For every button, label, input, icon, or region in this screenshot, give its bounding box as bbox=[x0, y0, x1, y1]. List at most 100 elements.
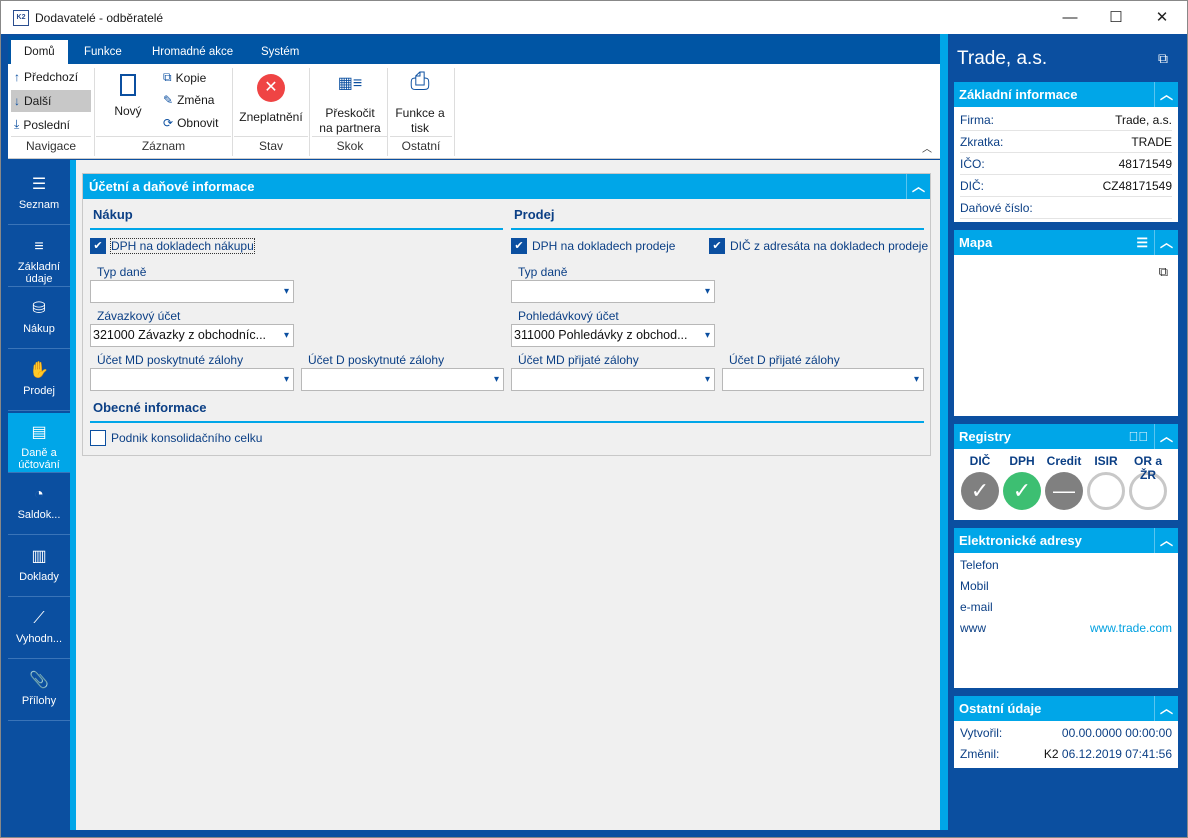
sidebar-item[interactable]: ▤ Daně a účtování bbox=[8, 413, 70, 473]
collapse-ribbon-icon[interactable]: ︿ bbox=[922, 144, 932, 155]
info-value: CZ48171549 bbox=[1102, 179, 1172, 193]
sidebar-item-label: Seznam bbox=[18, 199, 60, 211]
map-card: Mapa ☰ ︿ ⧉ bbox=[954, 230, 1178, 416]
arrow-down-icon: ↓ bbox=[14, 94, 20, 108]
registry-name: OR a ŽR bbox=[1133, 454, 1162, 482]
dropdown-icon[interactable]: ▾ bbox=[704, 286, 710, 297]
minimize-button[interactable]: — bbox=[1062, 9, 1078, 26]
invalidate-button[interactable]: ✕ Zneplatnění bbox=[236, 72, 306, 125]
collapse-icon[interactable]: ︿ bbox=[1154, 424, 1178, 449]
partner-title: Trade, a.s. bbox=[957, 48, 1048, 69]
d-advance-given-label: Účet D poskytnuté zálohy bbox=[308, 353, 445, 367]
open-external-icon[interactable]: ⧉ bbox=[1158, 50, 1168, 66]
panel-splitter[interactable] bbox=[940, 34, 948, 830]
check-registry-icon[interactable]: ✓⃝ bbox=[1128, 429, 1149, 444]
registry-item[interactable]: OR a ŽR bbox=[1128, 454, 1168, 510]
functions-print-button[interactable]: ⎙ Funkce a tisk bbox=[390, 70, 450, 136]
section-general: Obecné informace bbox=[90, 400, 924, 423]
collapse-icon[interactable]: ︿ bbox=[1154, 696, 1178, 721]
sidebar-item-label: Nákup bbox=[23, 323, 55, 335]
arrow-last-icon: ⤓ bbox=[14, 117, 20, 131]
purchase-vat-checkbox[interactable]: ✔ DPH na dokladech nákupu bbox=[90, 238, 255, 254]
md-advance-given-label: Účet MD poskytnuté zálohy bbox=[97, 353, 244, 367]
basic-info-title: Základní informace bbox=[959, 87, 1078, 102]
jump-to-partner-button[interactable]: ▦≡ Přeskočit na partnera bbox=[312, 76, 388, 136]
dropdown-icon[interactable]: ▾ bbox=[283, 374, 289, 385]
panel-title: Účetní a daňové informace ︿ bbox=[83, 174, 930, 199]
sidebar-icon: ✋ bbox=[29, 362, 49, 379]
registry-item[interactable]: ISIR bbox=[1086, 454, 1126, 510]
dropdown-icon[interactable]: ▾ bbox=[283, 286, 289, 297]
registry-status-icon bbox=[1129, 472, 1167, 510]
group-navigace: Navigace bbox=[11, 136, 91, 158]
sidebar-item[interactable]: 📎 Přílohy bbox=[8, 661, 70, 721]
dropdown-icon[interactable]: ▾ bbox=[280, 325, 289, 346]
refresh-button[interactable]: ⟳ Obnovit bbox=[163, 116, 219, 130]
collapse-icon[interactable]: ︿ bbox=[906, 174, 930, 199]
sidebar-item[interactable]: ⟋ Vyhodn... bbox=[8, 599, 70, 659]
open-map-icon[interactable]: ⧉ bbox=[1158, 264, 1168, 279]
sidebar-icon: ◔ bbox=[34, 486, 44, 503]
d-advance-received-field[interactable]: ▾ bbox=[722, 368, 924, 391]
dic-recipient-checkbox[interactable]: ✔ DIČ z adresáta na dokladech prodeje bbox=[709, 238, 928, 254]
dropdown-icon[interactable]: ▾ bbox=[701, 325, 710, 346]
collapse-icon[interactable]: ︿ bbox=[1154, 82, 1178, 107]
sidebar-item[interactable]: ⛁ Nákup bbox=[8, 289, 70, 349]
info-row: IČO: 48171549 bbox=[960, 154, 1172, 175]
copy-button[interactable]: ⧉ Kopie bbox=[163, 70, 207, 85]
receivable-account-label: Pohledávkový účet bbox=[518, 309, 619, 323]
edit-button[interactable]: ✎ Změna bbox=[163, 93, 215, 107]
sidebar-item[interactable]: ≡ Základní údaje bbox=[8, 227, 70, 287]
dropdown-icon[interactable]: ▾ bbox=[913, 374, 919, 385]
dropdown-icon[interactable]: ▾ bbox=[493, 374, 499, 385]
md-advance-received-field[interactable]: ▾ bbox=[511, 368, 715, 391]
sidebar bbox=[8, 160, 70, 830]
info-value[interactable]: www.trade.com bbox=[1089, 621, 1172, 635]
purchase-tax-type-field[interactable]: ▾ bbox=[90, 280, 294, 303]
changed-row: Změnil: K2 06.12.2019 07:41:56 bbox=[960, 747, 1172, 761]
group-stav: Stav bbox=[234, 136, 308, 158]
sale-vat-checkbox[interactable]: ✔ DPH na dokladech prodeje bbox=[511, 238, 675, 254]
registry-name: Credit bbox=[1046, 454, 1082, 468]
tab-system[interactable]: Systém bbox=[261, 46, 300, 58]
tab-funkce[interactable]: Funkce bbox=[84, 46, 122, 58]
basic-info-card: Základní informace ︿ Firma: Trade, a.s. Zkr… bbox=[954, 82, 1178, 222]
tab-domu[interactable]: Domů bbox=[11, 40, 68, 64]
new-button[interactable]: Nový bbox=[108, 72, 148, 119]
info-row: www www.trade.com bbox=[960, 618, 1172, 639]
sale-tax-type-field[interactable]: ▾ bbox=[511, 280, 715, 303]
last-button[interactable]: ⤓ Poslední bbox=[14, 117, 71, 132]
dropdown-icon[interactable]: ▾ bbox=[704, 374, 710, 385]
sidebar-item[interactable]: ◔ Saldok... bbox=[8, 475, 70, 535]
checkbox-checked-icon: ✔ bbox=[90, 238, 106, 254]
collapse-icon[interactable]: ︿ bbox=[1154, 528, 1178, 553]
ribbon-tabs: Domů Funkce Hromadné akce Systém bbox=[8, 36, 940, 64]
sidebar-icon: ▤ bbox=[31, 424, 47, 441]
sidebar-item[interactable]: ✋ Prodej bbox=[8, 351, 70, 411]
maximize-button[interactable]: ☐ bbox=[1109, 9, 1123, 26]
d-advance-given-field[interactable]: ▾ bbox=[301, 368, 504, 391]
sidebar-item[interactable]: ▥ Doklady bbox=[8, 537, 70, 597]
consolidation-checkbox[interactable]: Podnik konsolidačního celku bbox=[90, 430, 262, 446]
md-advance-given-field[interactable]: ▾ bbox=[90, 368, 294, 391]
receivable-account-field[interactable]: 311000 Pohledávky z obchod... ▾ bbox=[511, 324, 715, 347]
tab-hromadne-akce[interactable]: Hromadné akce bbox=[152, 46, 234, 58]
sidebar-icon: ▥ bbox=[31, 548, 47, 565]
title-bar: K2 Dodavatelé - odběratelé — ☐ ✕ bbox=[0, 0, 1188, 34]
registry-item[interactable]: DPH ✓ bbox=[1002, 454, 1042, 510]
sidebar-item-label: Doklady bbox=[19, 571, 59, 583]
list-menu-icon[interactable]: ☰ bbox=[1136, 235, 1148, 250]
copy-icon: ⧉ bbox=[163, 70, 172, 84]
collapse-icon[interactable]: ︿ bbox=[1154, 230, 1178, 255]
sidebar-item[interactable]: ☰ Seznam bbox=[8, 165, 70, 225]
registry-item[interactable]: DIČ ✓ bbox=[960, 454, 1000, 510]
payable-account-field[interactable]: 321000 Závazky z obchodníc... ▾ bbox=[90, 324, 294, 347]
registry-item[interactable]: Credit — bbox=[1044, 454, 1084, 510]
sidebar-icon: ☰ bbox=[31, 176, 47, 193]
registry-status-icon: — bbox=[1045, 472, 1083, 510]
next-button[interactable]: ↓ Další bbox=[11, 90, 91, 112]
sidebar-item-label: Základní údaje bbox=[17, 261, 61, 285]
previous-button[interactable]: ↑ Předchozí bbox=[14, 70, 79, 84]
close-button[interactable]: ✕ bbox=[1155, 9, 1169, 26]
building-list-icon: ▦≡ bbox=[337, 75, 363, 92]
